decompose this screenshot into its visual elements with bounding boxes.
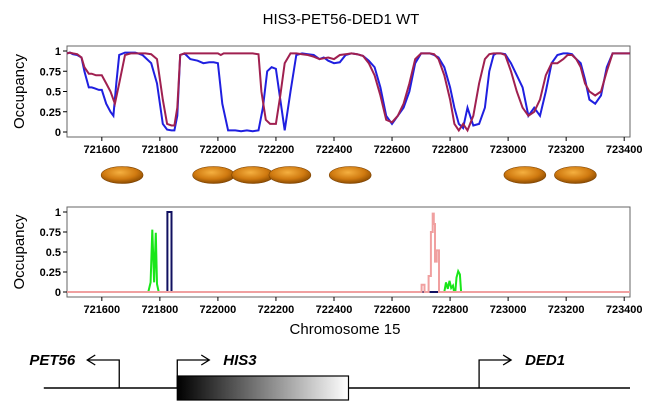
bottom-xtick-label: 721800	[142, 304, 179, 316]
gene-label-pet56: PET56	[29, 352, 76, 369]
bottom-ytick-label: 0.75	[40, 227, 61, 239]
bottom-ytick-label: 1	[55, 207, 61, 219]
promoter-arrow	[478, 359, 512, 388]
top-xtick-label: 722800	[432, 144, 469, 156]
top-occupancy-panel: 0 0.25 0.5 0.75 1 721600 721800 722000 722200 722…	[11, 45, 643, 156]
top-xtick-label: 723400	[606, 144, 643, 156]
nucleosome	[554, 166, 597, 184]
gene-label-ded1: DED1	[525, 352, 565, 369]
top-ylabel: Occupancy	[11, 53, 28, 129]
arrow-head	[86, 354, 96, 366]
top-ytick-label: 1	[55, 46, 61, 58]
x-axis-label: Chromosome 15	[290, 321, 401, 338]
bottom-series-green	[67, 229, 630, 293]
bottom-xtick-label: 721600	[83, 304, 120, 316]
bottom-xtick-label: 723200	[548, 304, 585, 316]
top-xtick-label: 722400	[316, 144, 353, 156]
arrow-head	[502, 354, 513, 366]
top-xtick-label: 722000	[200, 144, 237, 156]
bottom-series-pink	[67, 212, 630, 293]
nucleosome	[268, 166, 312, 184]
promoter-arrow	[87, 359, 120, 388]
bottom-xtick-label: 723400	[606, 304, 643, 316]
nucleosome-track	[100, 166, 597, 184]
gene-body-his3	[176, 375, 350, 401]
nucleosome	[192, 166, 235, 184]
nucleosome	[100, 166, 144, 184]
top-xtick-label: 723200	[548, 144, 585, 156]
bottom-ytick-label: 0.5	[46, 247, 61, 259]
bottom-xtick-label: 723000	[490, 304, 527, 316]
top-series-blue	[66, 51, 630, 133]
arrow-head	[200, 354, 211, 366]
top-xtick-label: 721800	[142, 144, 179, 156]
chart-title: HIS3-PET56-DED1 WT	[263, 11, 420, 28]
gene-label-his3: HIS3	[223, 352, 257, 369]
bottom-ytick-label: 0	[55, 287, 61, 299]
nucleosome	[328, 166, 372, 184]
bottom-xtick-label: 722800	[432, 304, 469, 316]
top-ytick-label: 0.75	[40, 66, 61, 78]
top-xtick-label: 722200	[258, 144, 295, 156]
bottom-occupancy-panel: 0 0.25 0.5 0.75 1 721600 721800 722000 722200 722…	[11, 206, 643, 316]
bottom-xtick-label: 722600	[374, 304, 411, 316]
bottom-xtick-label: 722200	[258, 304, 295, 316]
nucleosome	[231, 166, 274, 184]
bottom-xtick-label: 722000	[200, 304, 237, 316]
top-ytick-label: 0.5	[46, 87, 61, 99]
nucleosome	[503, 166, 547, 184]
top-series-red	[66, 51, 630, 133]
top-xtick-label: 723000	[490, 144, 527, 156]
top-xtick-label: 721600	[83, 144, 120, 156]
top-xtick-label: 722600	[374, 144, 411, 156]
gene-map: PET56 HIS3 DED1	[29, 352, 630, 401]
top-ytick-label: 0	[55, 127, 61, 139]
top-ytick-label: 0.25	[40, 107, 61, 119]
bottom-ytick-label: 0.25	[40, 267, 61, 279]
bottom-ylabel: Occupancy	[11, 214, 28, 290]
bottom-xtick-label: 722400	[316, 304, 353, 316]
